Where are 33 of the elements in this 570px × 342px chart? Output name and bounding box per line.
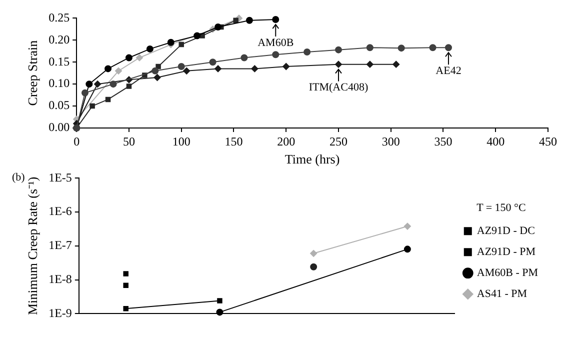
y-axis-title: Creep Strain — [25, 40, 40, 106]
annotation: AM60B — [258, 36, 294, 49]
annotation: AE42 — [436, 65, 462, 78]
x-axis-title: Time (hrs) — [284, 152, 340, 167]
y-tick-label: 1E-6 — [48, 204, 72, 218]
legend-label: AZ91D - PM — [476, 246, 536, 258]
x-tick-label: 150 — [224, 134, 243, 148]
y-axis-title: Minimum Creep Rate (s⁻¹) — [25, 176, 40, 316]
x-tick-label: 250 — [329, 134, 348, 148]
y-tick-label: 0.05 — [48, 98, 70, 112]
y-tick-label: 1E-8 — [48, 272, 72, 286]
x-tick-label: 400 — [486, 134, 505, 148]
legend-label: AZ91D - DC — [476, 224, 535, 237]
y-tick-label: 1E-5 — [48, 170, 72, 184]
y-tick-label: 1E-9 — [48, 306, 72, 320]
legend-label: AM60B - PM — [476, 266, 538, 279]
x-tick-label: 200 — [277, 134, 296, 148]
x-tick-label: 350 — [434, 134, 452, 148]
annotation: ITM(AC408) — [308, 82, 368, 94]
legend-title: T = 150 °C — [476, 202, 526, 214]
y-tick-label: 0.20 — [48, 32, 70, 46]
x-tick-label: 300 — [382, 134, 400, 148]
legend-label: AS41 - PM — [476, 288, 528, 300]
y-tick-label: 0.25 — [48, 10, 70, 24]
y-tick-label: 0.00 — [48, 120, 70, 134]
text: (b) — [12, 171, 26, 184]
x-tick-label: 0 — [74, 134, 80, 148]
y-tick-label: 0.15 — [48, 54, 70, 68]
x-tick-label: 450 — [539, 134, 557, 148]
x-tick-label: 100 — [172, 134, 190, 148]
x-tick-label: 50 — [122, 134, 135, 148]
y-tick-label: 1E-7 — [48, 238, 72, 252]
y-tick-label: 0.10 — [48, 76, 70, 90]
